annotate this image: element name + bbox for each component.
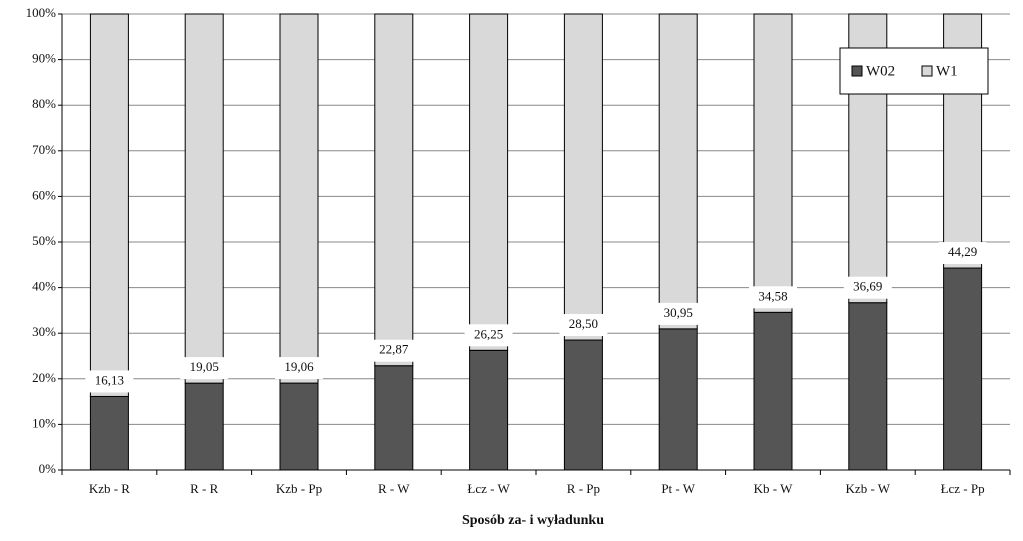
value-label-box	[85, 370, 134, 393]
bar-segment	[279, 382, 319, 471]
value-label-box	[559, 314, 608, 337]
bar-segment	[848, 302, 888, 471]
bar-segment	[89, 13, 129, 397]
value-label-box	[749, 286, 797, 309]
x-tick-label: Łcz - Pp	[941, 481, 985, 496]
y-tick-label: 100%	[26, 5, 57, 20]
x-tick-label: R - W	[378, 481, 410, 496]
bar-segment	[469, 349, 509, 471]
x-axis-title: Sposób za- i wyładunku	[462, 513, 604, 528]
y-tick-label: 80%	[32, 96, 56, 111]
y-tick-label: 0%	[39, 461, 57, 476]
value-label-box	[938, 242, 987, 265]
bar-segment	[469, 13, 509, 351]
y-tick-label: 10%	[32, 415, 56, 430]
legend-label: W02	[866, 63, 895, 79]
value-label-box	[275, 357, 323, 380]
x-tick-label: Kb - W	[754, 481, 793, 496]
value-label-box	[843, 276, 892, 299]
y-tick-label: 40%	[32, 279, 56, 294]
y-tick-label: 90%	[32, 51, 56, 66]
bar-segment	[658, 13, 698, 330]
value-label: 16,13	[95, 372, 124, 387]
value-label-box	[180, 357, 229, 380]
x-tick-label: Łcz - W	[467, 481, 510, 496]
value-label-box	[654, 302, 703, 325]
value-label: 28,50	[569, 316, 598, 331]
bar-segment	[563, 339, 603, 471]
x-tick-label: R - R	[190, 481, 219, 496]
y-tick-label: 30%	[32, 324, 56, 339]
legend-box	[839, 47, 989, 95]
bar-segment	[279, 13, 319, 384]
x-tick-label: Kzb - W	[846, 481, 891, 496]
bar-segment	[184, 13, 224, 384]
value-label: 19,06	[284, 359, 314, 374]
x-tick-label: Kzb - Pp	[276, 481, 322, 496]
y-tick-label: 20%	[32, 370, 56, 385]
legend-swatch	[921, 65, 933, 77]
value-label: 19,05	[190, 359, 219, 374]
value-label: 44,29	[948, 244, 977, 259]
value-label: 30,95	[664, 305, 693, 320]
bar-segment	[658, 328, 698, 471]
bar-segment	[184, 382, 224, 471]
bar-segment	[374, 365, 414, 471]
value-label-box	[369, 339, 418, 362]
value-label: 26,25	[474, 326, 503, 341]
value-label: 34,58	[758, 288, 787, 303]
legend-label: W1	[936, 63, 958, 79]
x-tick-label: Pt - W	[661, 481, 695, 496]
bar-segment	[563, 13, 603, 341]
bar-segment	[753, 13, 793, 313]
x-tick-label: Kzb - R	[89, 481, 130, 496]
value-label-box	[464, 324, 513, 347]
value-label: 22,87	[379, 342, 409, 357]
y-tick-label: 50%	[32, 233, 56, 248]
y-tick-label: 70%	[32, 142, 56, 157]
legend-swatch	[851, 65, 863, 77]
bar-segment	[89, 395, 129, 471]
bar-segment	[943, 267, 983, 471]
y-tick-label: 60%	[32, 187, 56, 202]
bar-segment	[374, 13, 414, 367]
x-tick-label: R - Pp	[567, 481, 600, 496]
value-label: 36,69	[853, 279, 882, 294]
bar-segment	[753, 311, 793, 471]
